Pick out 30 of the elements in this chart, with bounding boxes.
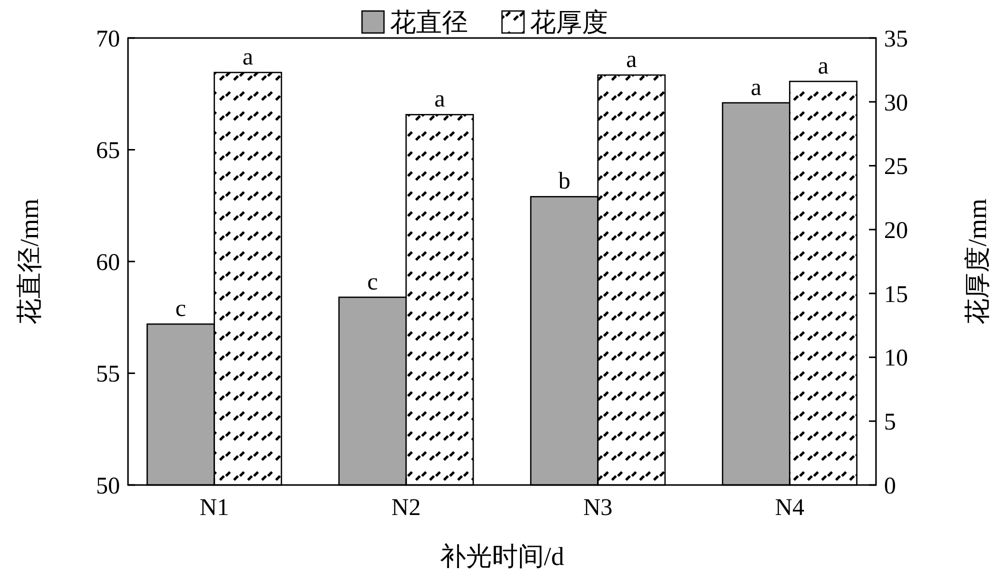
y2-tick-label: 35 — [884, 26, 908, 52]
annotation: c — [367, 269, 378, 296]
y2-tick-label: 15 — [884, 282, 908, 308]
x-tick-label: N1 — [200, 495, 229, 521]
y2-tick-label: 0 — [884, 473, 896, 500]
y2-tick-label: 10 — [884, 346, 908, 372]
legend-label: 花厚度 — [530, 8, 608, 38]
x-tick-label: N4 — [775, 495, 804, 521]
annotation: a — [750, 74, 762, 101]
y2-tick-label: 5 — [884, 410, 896, 436]
annotation: a — [434, 86, 446, 113]
y2-tick-label: 25 — [884, 154, 908, 180]
x-tick-label: N2 — [391, 495, 421, 521]
y2-axis-title: 花厚度/mm — [963, 198, 992, 324]
y2-tick-label: 30 — [884, 90, 908, 116]
y-tick-label: 65 — [96, 138, 120, 164]
y2-tick-label: 20 — [884, 218, 908, 244]
annotation: c — [175, 296, 186, 322]
annotation: a — [242, 44, 254, 70]
x-axis-title: 补光时间/d — [440, 542, 564, 571]
y-tick-label: 50 — [96, 473, 120, 500]
x-tick-label: N3 — [583, 495, 613, 521]
annotation: a — [818, 53, 829, 80]
annotation: a — [626, 47, 638, 74]
y-tick-label: 55 — [96, 362, 120, 388]
y-axis-title: 花直径/mm — [15, 198, 44, 324]
annotation: b — [558, 168, 570, 195]
y-tick-label: 60 — [96, 250, 120, 276]
legend-label: 花直径 — [390, 8, 468, 38]
y-tick-label: 70 — [96, 26, 120, 52]
